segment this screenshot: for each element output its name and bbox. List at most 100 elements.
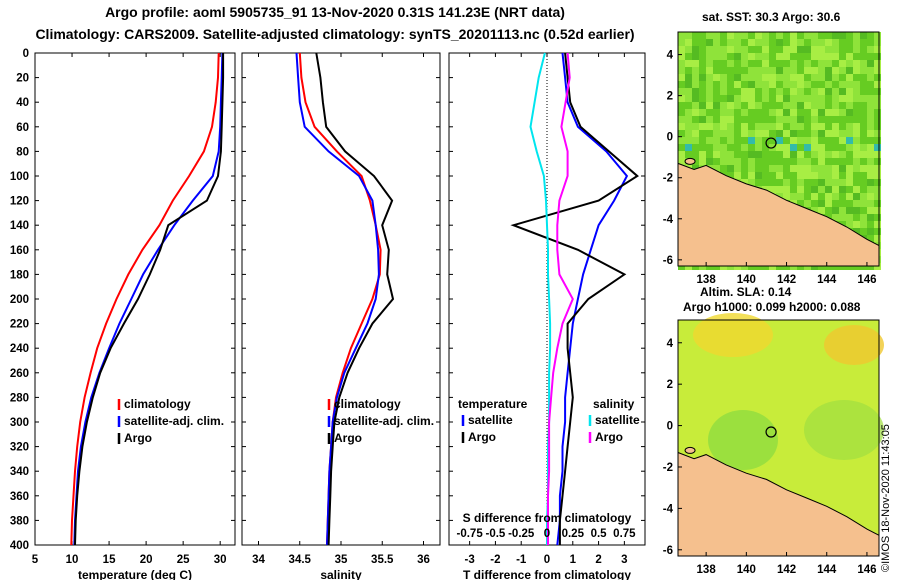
sst-pixel	[804, 193, 811, 200]
sst-pixel	[755, 158, 762, 165]
sst-pixel	[860, 214, 867, 221]
sst-pixel	[720, 81, 727, 88]
sst-pixel	[776, 151, 783, 158]
series-line-s-satellite	[529, 52, 552, 545]
x-tick-label: 1	[570, 554, 577, 566]
sst-pixel	[678, 102, 685, 109]
s-diff-tick-label: 0	[544, 528, 550, 540]
sst-pixel	[776, 60, 783, 67]
map-y-tick-label: 4	[667, 50, 674, 62]
sst-pixel	[713, 46, 720, 53]
sst-pixel	[804, 81, 811, 88]
sst-pixel	[685, 144, 692, 151]
sst-pixel	[853, 74, 860, 81]
sst-pixel	[874, 151, 881, 158]
sst-pixel	[839, 172, 846, 179]
map-x-tick-label: 138	[697, 564, 717, 576]
sst-pixel	[874, 53, 881, 60]
sst-pixel	[790, 102, 797, 109]
y-tick-label: 240	[10, 343, 29, 355]
sst-pixel	[846, 144, 853, 151]
sst-pixel	[699, 116, 706, 123]
sst-pixel	[685, 60, 692, 67]
sst-pixel	[783, 53, 790, 60]
y-tick-label: 140	[10, 220, 29, 232]
sst-pixel	[797, 102, 804, 109]
sst-pixel	[713, 151, 720, 158]
sst-pixel	[797, 88, 804, 95]
sst-pixel	[678, 144, 685, 151]
sst-pixel	[748, 53, 755, 60]
sst-pixel	[713, 109, 720, 116]
sst-pixel	[797, 200, 804, 207]
sst-pixel	[713, 81, 720, 88]
sst-pixel	[720, 130, 727, 137]
sst-pixel	[797, 95, 804, 102]
sst-pixel	[741, 123, 748, 130]
sst-pixel	[699, 137, 706, 144]
sst-pixel	[741, 53, 748, 60]
sst-pixel	[783, 46, 790, 53]
sst-pixel	[832, 88, 839, 95]
sst-pixel	[713, 95, 720, 102]
sst-pixel	[874, 123, 881, 130]
sst-pixel	[832, 123, 839, 130]
sst-pixel	[706, 67, 713, 74]
sst-pixel	[741, 158, 748, 165]
sst-pixel	[853, 95, 860, 102]
sst-pixel	[832, 207, 839, 214]
sst-pixel	[818, 81, 825, 88]
sst-pixel	[804, 172, 811, 179]
sst-pixel	[706, 81, 713, 88]
sst-pixel	[678, 88, 685, 95]
sst-pixel	[867, 32, 874, 39]
sst-pixel	[811, 81, 818, 88]
sst-pixel	[713, 102, 720, 109]
sst-pixel	[748, 109, 755, 116]
sst-pixel	[825, 179, 832, 186]
sst-pixel	[853, 32, 860, 39]
sst-pixel	[797, 53, 804, 60]
sst-pixel	[832, 179, 839, 186]
sst-pixel	[699, 95, 706, 102]
sst-pixel	[755, 39, 762, 46]
sst-pixel	[811, 207, 818, 214]
sst-pixel	[720, 137, 727, 144]
sst-pixel	[734, 102, 741, 109]
sst-pixel	[825, 88, 832, 95]
sst-pixel	[769, 81, 776, 88]
sst-pixel	[699, 39, 706, 46]
x-axis-label: salinity	[320, 568, 362, 580]
sst-map-title: sat. SST: 30.3 Argo: 30.6	[702, 10, 841, 24]
sst-pixel	[776, 109, 783, 116]
sst-pixel	[783, 144, 790, 151]
sst-pixel	[811, 46, 818, 53]
sst-pixel	[734, 53, 741, 60]
sst-pixel	[783, 88, 790, 95]
sst-pixel	[727, 74, 734, 81]
sst-pixel	[846, 200, 853, 207]
map-x-tick-label: 144	[817, 274, 837, 286]
sst-pixel	[797, 109, 804, 116]
sst-pixel	[734, 46, 741, 53]
sst-pixel	[825, 74, 832, 81]
sst-pixel	[741, 179, 748, 186]
x-tick-label: 20	[140, 554, 153, 566]
sst-pixel	[853, 60, 860, 67]
sst-pixel	[860, 116, 867, 123]
sst-pixel	[734, 151, 741, 158]
sst-pixel	[734, 144, 741, 151]
sst-pixel	[755, 165, 762, 172]
y-tick-label: 100	[10, 171, 29, 183]
salinity-legend-label: climatology	[334, 397, 401, 411]
sst-pixel	[748, 144, 755, 151]
sst-pixel	[741, 102, 748, 109]
sst-pixel	[755, 74, 762, 81]
sla-high	[693, 313, 773, 357]
sla-map-title-1: Altim. SLA: 0.14	[700, 285, 792, 299]
sst-pixel	[867, 221, 874, 228]
diff-s-axis-title: S difference from climatology	[463, 511, 632, 525]
sst-pixel	[846, 102, 853, 109]
sst-pixel	[762, 67, 769, 74]
sst-pixel	[853, 186, 860, 193]
